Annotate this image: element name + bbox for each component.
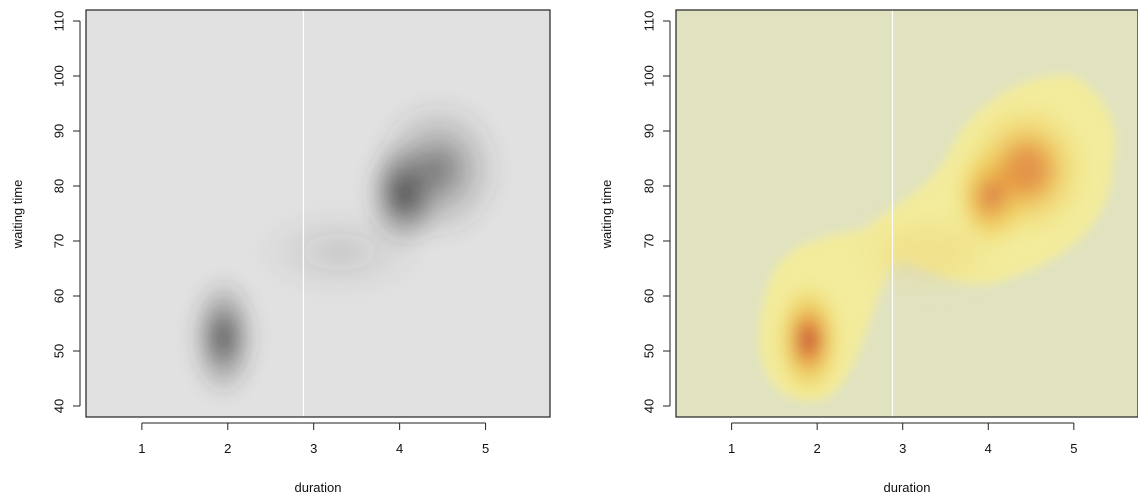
x-tick-label: 5 [1070,441,1077,456]
y-tick-label: 110 [641,11,656,32]
x-tick-label: 4 [396,441,403,456]
x-tick-label: 3 [310,441,317,456]
y-tick-label: 50 [51,344,66,358]
x-axis-label: duration [295,480,342,495]
density-peak [1004,144,1050,195]
y-tick-label: 50 [641,344,656,358]
x-axis: 1 2 3 4 5 duration [138,422,489,495]
y-axis: 40 50 60 70 80 90 100 110 waiting time [10,11,81,413]
x-tick-label: 2 [814,441,821,456]
density-peak [802,328,815,352]
y-tick-label: 80 [51,179,66,193]
density-peak [423,153,454,186]
y-tick-label: 40 [51,399,66,413]
x-axis-label: duration [884,480,931,495]
density-peak [215,323,231,351]
y-axis-label: waiting time [599,180,614,250]
x-tick-label: 3 [899,441,906,456]
y-tick-label: 40 [641,399,656,413]
y-axis: 40 50 60 70 80 90 100 110 waiting time [599,11,671,413]
y-tick-label: 70 [641,234,656,248]
x-axis: 1 2 3 4 5 duration [728,422,1077,495]
density-layer [759,75,1116,401]
y-tick-label: 70 [51,234,66,248]
x-tick-label: 1 [728,441,735,456]
plot-frame [85,9,551,418]
y-tick-label: 60 [641,289,656,303]
y-tick-label: 90 [51,124,66,138]
plot-frame [675,9,1138,418]
density-peak [319,241,360,263]
x-tick-label: 5 [482,441,489,456]
x-tick-label: 1 [138,441,145,456]
y-tick-label: 90 [641,124,656,138]
panel-colored: 1 2 3 4 5 duration 40 50 60 70 80 90 100 110 waitin… [599,9,1138,495]
y-tick-label: 80 [641,179,656,193]
y-tick-label: 60 [51,289,66,303]
x-tick-label: 2 [224,441,231,456]
y-tick-label: 100 [641,65,656,87]
x-tick-label: 4 [985,441,992,456]
density-layer [193,104,498,393]
y-axis-label: waiting time [10,180,25,250]
density-peak [878,226,979,278]
panel-grayscale: 1 2 3 4 5 duration 40 50 60 70 80 90 100 110 waitin… [10,9,551,495]
y-tick-label: 110 [51,11,66,32]
y-tick-label: 100 [51,65,66,87]
